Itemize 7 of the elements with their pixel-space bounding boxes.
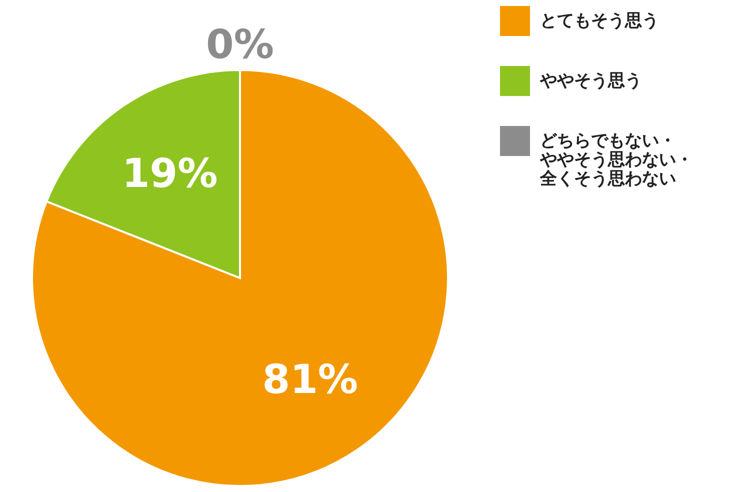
legend-label: とてもそう思う [540,11,659,31]
data-label: 81% [262,357,358,404]
text: 0% [206,22,274,68]
data-label: 19% [122,150,218,197]
legend-label: ややそう思う [539,71,642,91]
legend-label: どちらでもない・ややそう思わない・全くそう思わない [539,131,693,189]
pie-slice [31,69,449,487]
